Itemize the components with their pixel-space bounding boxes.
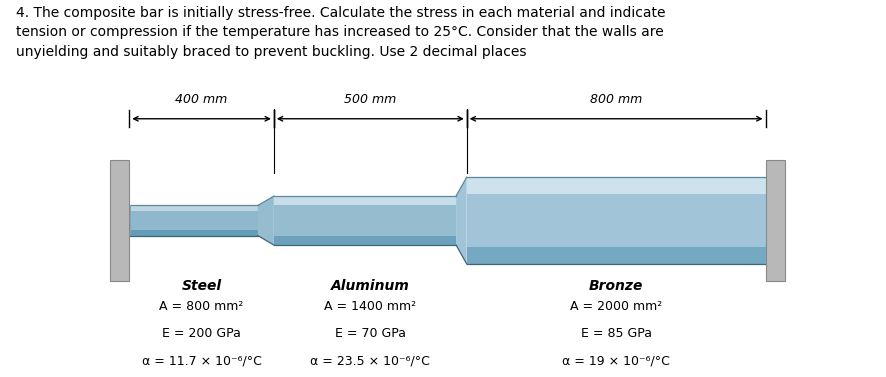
Bar [467,177,766,264]
Bar [126,205,131,236]
Text: Steel: Steel [182,279,222,293]
Text: A = 800 mm²: A = 800 mm² [159,300,244,313]
Text: α = 23.5 × 10⁻⁶/°C: α = 23.5 × 10⁻⁶/°C [310,354,431,367]
Bar [467,247,766,264]
Bar [129,205,258,236]
Polygon shape [456,177,467,264]
Bar [766,160,785,281]
Bar [110,160,129,281]
Text: A = 1400 mm²: A = 1400 mm² [324,300,416,313]
Bar [274,196,456,245]
Bar [274,236,456,245]
Text: E = 200 GPa: E = 200 GPa [162,327,241,340]
Bar [129,230,258,236]
Text: 800 mm: 800 mm [590,93,642,106]
Text: 4. The composite bar is initially stress-free. Calculate the stress in each mate: 4. The composite bar is initially stress… [16,6,665,59]
Text: α = 11.7 × 10⁻⁶/°C: α = 11.7 × 10⁻⁶/°C [142,354,261,367]
Text: 500 mm: 500 mm [344,93,396,106]
Text: 400 mm: 400 mm [175,93,228,106]
Bar [129,205,258,211]
Bar [274,196,456,205]
Text: A = 2000 mm²: A = 2000 mm² [570,300,662,313]
Bar [467,177,766,194]
Text: E = 85 GPa: E = 85 GPa [580,327,651,340]
Polygon shape [258,196,274,245]
Text: α = 19 × 10⁻⁶/°C: α = 19 × 10⁻⁶/°C [563,354,670,367]
Text: E = 70 GPa: E = 70 GPa [335,327,406,340]
Text: Aluminum: Aluminum [330,279,409,293]
Text: Bronze: Bronze [589,279,643,293]
